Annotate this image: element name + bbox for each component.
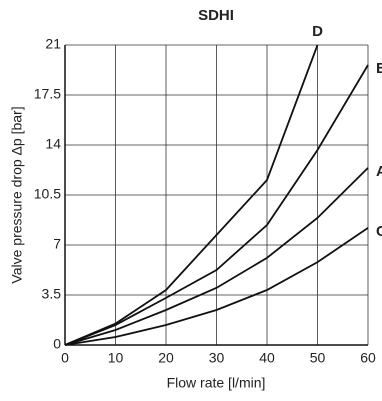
y-axis-title: Valve pressure drop Δp [bar] [9,106,25,283]
series-label: A [376,163,382,180]
series-line [64,167,369,346]
y-tick-label: 17.5 [34,86,61,102]
x-tick-label: 10 [108,350,124,366]
series-line [64,227,369,346]
x-axis-title: Flow rate [l/min] [167,375,266,391]
series-label: C [376,223,382,240]
x-tick-label: 50 [310,350,326,366]
y-tick-label: 3.5 [42,286,62,302]
series-label: D [312,23,323,40]
series-line [64,64,369,346]
y-tick-label: 10.5 [34,186,61,202]
chart-title: SDHI [198,7,234,24]
x-tick-label: 0 [61,350,69,366]
y-tick-label: 7 [53,236,61,252]
y-tick-label: 14 [45,136,61,152]
y-tick-label: 0 [53,336,61,352]
x-tick-label: 40 [259,350,275,366]
x-tick-label: 20 [158,350,174,366]
x-tick-label: 60 [360,350,376,366]
x-tick-label: 30 [209,350,225,366]
series-label: B [376,60,382,77]
series-line [64,44,319,346]
y-tick-label: 21 [45,36,61,52]
